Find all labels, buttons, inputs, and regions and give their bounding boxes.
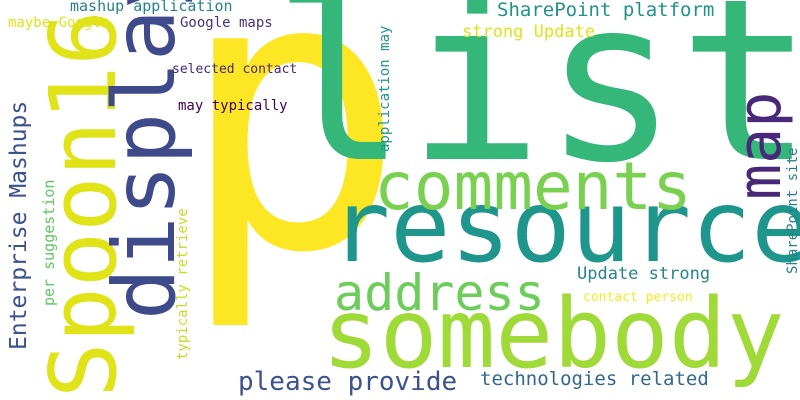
word-please-provide: please provide <box>238 367 458 397</box>
word-p: p <box>178 0 407 336</box>
word-technologies-related: technologies related <box>480 368 709 390</box>
word-comments: comments <box>374 148 692 225</box>
word-sharepoint-platform: SharePoint platform <box>497 0 715 21</box>
word-sharepoint-site: SharePoint site <box>785 147 800 274</box>
word-maybe-google: maybe Google <box>8 15 110 31</box>
word-address: address <box>334 264 545 322</box>
word-contact-person: contact person <box>583 290 693 305</box>
word-application-may: application may <box>377 25 393 152</box>
word-strong-update: strong Update <box>462 22 596 42</box>
word-list: list <box>272 0 800 213</box>
word-map: map <box>725 91 795 200</box>
word-update-strong: Update strong <box>577 264 711 284</box>
word-per-suggestion: per suggestion <box>40 179 58 306</box>
word-typically-retrieve: typically retrieve <box>175 208 191 360</box>
word-enterprise-mashups: Enterprise Mashups <box>6 100 32 350</box>
word-mashup-application: mashup application <box>70 0 233 15</box>
word-may-typically: may typically <box>178 98 288 114</box>
word-google-maps: Google maps <box>180 15 273 31</box>
word-selected-contact: selected contact <box>172 62 298 77</box>
word-somebody: somebody <box>322 278 785 390</box>
